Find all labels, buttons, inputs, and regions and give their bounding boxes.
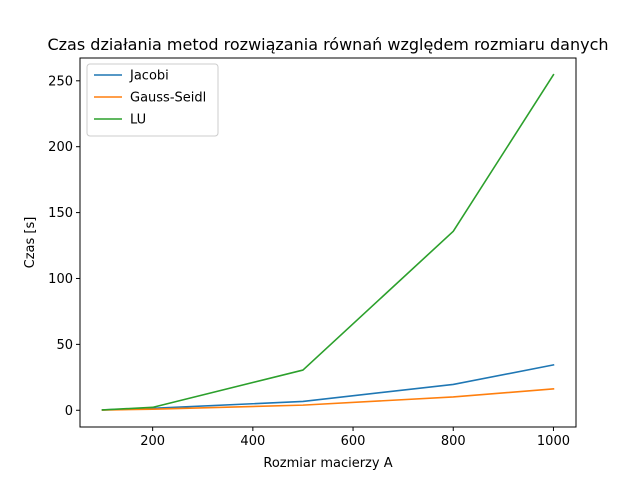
series-line-lu (101, 73, 555, 411)
x-axis-ticks: 200 400 600 800 1000 (140, 427, 570, 449)
y-axis-ticks: 0 50 100 150 200 250 (48, 74, 80, 419)
x-tick-label: 600 (341, 434, 366, 449)
x-tick-label: 800 (441, 434, 466, 449)
plot-frame (79, 57, 577, 428)
x-tick-label: 400 (240, 434, 265, 449)
y-tick-label: 0 (65, 404, 73, 419)
chart-title: Czas działania metod rozwiązania równań … (47, 35, 608, 54)
y-axis-label: Czas [s] (23, 217, 38, 269)
legend-label-gauss-seidl: Gauss-Seidl (130, 91, 206, 106)
y-tick-label: 150 (48, 206, 73, 221)
legend-label-lu: LU (130, 113, 146, 128)
y-tick-label: 250 (48, 74, 73, 89)
legend-label-jacobi: Jacobi (129, 69, 169, 84)
y-tick-label: 200 (48, 140, 73, 155)
y-tick-label: 50 (56, 338, 73, 353)
y-tick-label: 100 (48, 272, 73, 287)
x-tick-label: 1000 (537, 434, 570, 449)
x-tick-label: 200 (140, 434, 165, 449)
legend-box (86, 63, 219, 137)
x-axis-label: Rozmiar macierzy A (263, 456, 392, 471)
series-layer (101, 73, 555, 411)
series-line-gauss-seidl (101, 388, 555, 411)
legend: Jacobi Gauss-Seidl LU (86, 63, 219, 137)
